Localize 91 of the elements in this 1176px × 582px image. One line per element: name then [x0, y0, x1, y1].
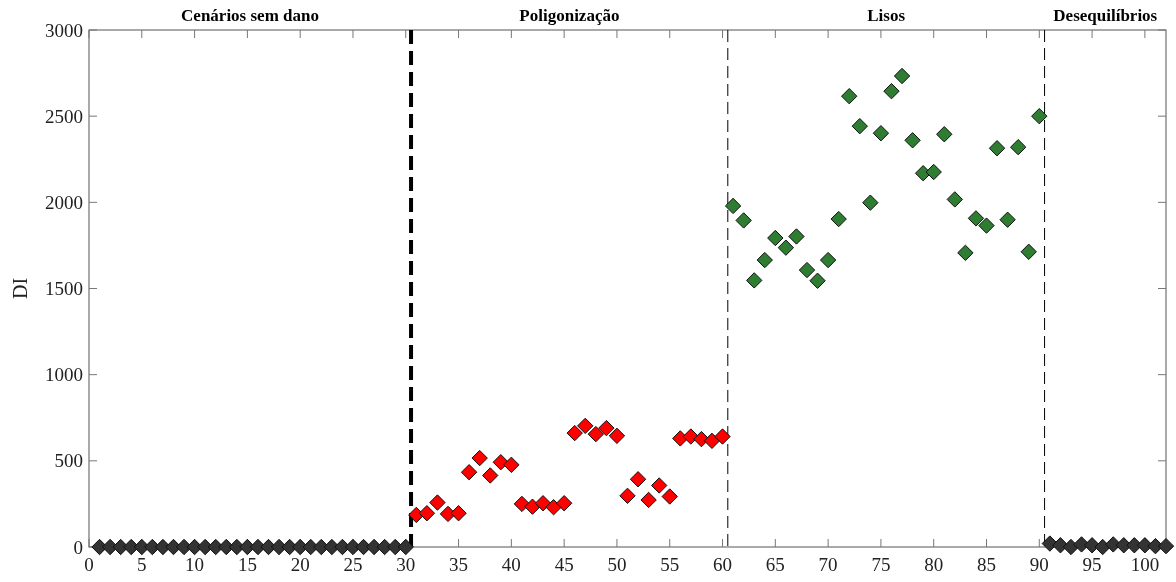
x-tick-label: 85 [977, 554, 996, 575]
point [967, 210, 985, 227]
point [1031, 108, 1048, 125]
point [661, 488, 678, 505]
x-tick-label: 5 [137, 554, 147, 575]
point [545, 499, 562, 516]
x-tick-label: 80 [924, 554, 944, 575]
y-tick-label: 2000 [45, 191, 83, 213]
x-tick-label: 50 [607, 554, 627, 575]
x-tick-label: 10 [185, 554, 205, 575]
point [450, 505, 467, 522]
point [587, 425, 604, 443]
point [925, 163, 942, 181]
point [619, 487, 636, 504]
point [693, 430, 710, 448]
x-tick-label: 35 [449, 554, 469, 575]
point [418, 505, 436, 522]
point [893, 67, 911, 85]
point [724, 197, 742, 215]
point [608, 427, 626, 445]
x-tick-label: 100 [1130, 554, 1160, 575]
point [503, 456, 520, 473]
point [851, 117, 868, 135]
x-tick-label: 45 [554, 554, 574, 575]
point [746, 272, 763, 289]
y-tick-label: 1000 [45, 364, 83, 386]
point [788, 228, 805, 245]
point [1052, 537, 1069, 554]
x-tick-label: 75 [871, 554, 891, 575]
point [1094, 538, 1111, 556]
y-tick-label: 0 [73, 536, 83, 558]
point [598, 419, 615, 437]
x-tick-label: 30 [396, 554, 416, 575]
y-axis-title: DI [9, 277, 31, 300]
point [883, 83, 900, 100]
point [809, 272, 826, 289]
x-tick-label: 40 [501, 554, 521, 575]
point [798, 261, 816, 279]
point [1010, 139, 1027, 156]
y-tick-label: 2500 [45, 105, 83, 127]
point [862, 194, 879, 211]
y-tick-label: 500 [54, 450, 83, 472]
text: Poligonização [519, 6, 620, 25]
point [703, 432, 721, 450]
x-tick-label: 15 [237, 554, 257, 575]
x-tick-label: 25 [343, 554, 363, 575]
point [429, 494, 446, 511]
x-tick-label: 60 [713, 554, 733, 575]
x-tick-label: 20 [290, 554, 310, 575]
point [957, 244, 974, 261]
x-tick-label: 95 [1082, 554, 1102, 575]
point [904, 132, 921, 149]
x-tick-label: 55 [660, 554, 680, 575]
point [555, 495, 573, 512]
point [756, 251, 773, 269]
point [936, 126, 953, 143]
point [460, 464, 478, 481]
point [482, 467, 499, 484]
point [651, 477, 668, 494]
point [566, 424, 583, 442]
point [577, 417, 594, 435]
point [872, 125, 890, 142]
point [830, 210, 847, 228]
point [524, 498, 541, 515]
point [988, 140, 1006, 157]
point [629, 471, 647, 488]
point [819, 251, 837, 269]
point [1020, 243, 1037, 260]
point [767, 229, 784, 247]
text: Desequilíbrios [1053, 6, 1158, 25]
point [777, 239, 795, 256]
point [1062, 538, 1080, 556]
point [397, 538, 414, 556]
point [534, 495, 552, 512]
point [946, 191, 963, 208]
point [978, 217, 995, 234]
y-tick-label: 3000 [45, 19, 83, 41]
x-tick-label: 90 [1029, 554, 1049, 575]
point [999, 211, 1016, 228]
point [735, 212, 752, 229]
x-tick-label: 70 [818, 554, 838, 575]
point [714, 428, 731, 445]
point [471, 449, 488, 467]
y-tick-label: 1500 [45, 278, 83, 300]
point [640, 491, 657, 509]
point [513, 495, 531, 513]
point [1157, 537, 1175, 555]
point [841, 88, 858, 105]
text: Lisos [867, 6, 906, 25]
text: Cenários sem dano [181, 6, 319, 25]
x-tick-label: 65 [765, 554, 785, 575]
